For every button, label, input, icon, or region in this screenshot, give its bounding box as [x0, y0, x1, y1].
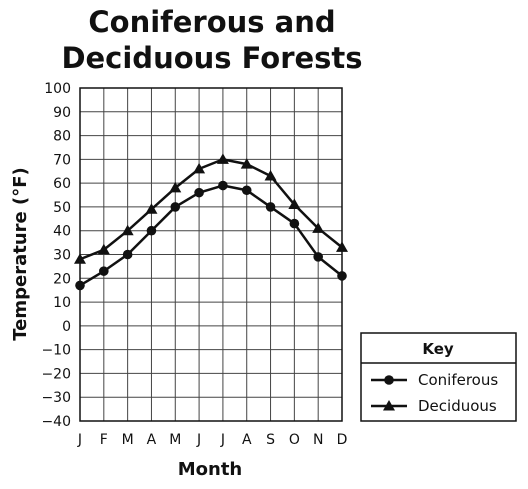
plot-grid: [79, 87, 343, 422]
chart-title-line-1: Coniferous and: [88, 5, 335, 39]
series-line-coniferous: [79, 184, 343, 287]
series-line-deciduous: [79, 158, 343, 261]
data-point-deciduous: [216, 153, 229, 164]
x-tick-label: J: [77, 432, 82, 448]
chart-title-line-2: Deciduous Forests: [61, 41, 362, 75]
data-point-deciduous: [97, 243, 110, 255]
legend: Key Coniferous Deciduous: [360, 332, 517, 422]
data-point-deciduous: [288, 198, 301, 210]
series-coniferous: [75, 180, 347, 291]
y-tick-label: 30: [53, 248, 71, 264]
series-deciduous: [74, 153, 348, 264]
data-point-deciduous: [74, 253, 86, 264]
legend-coniferous-marker: [384, 375, 394, 385]
y-tick-label: 100: [44, 81, 71, 97]
data-point-coniferous: [265, 202, 276, 212]
data-point-deciduous: [145, 203, 158, 214]
data-point-coniferous: [99, 266, 109, 276]
y-tick-label: 90: [53, 105, 71, 121]
x-tick-label: M: [169, 432, 181, 448]
data-point-coniferous: [218, 180, 228, 191]
y-tick-label: −30: [41, 390, 71, 406]
y-axis-title: Temperature (°F): [10, 167, 31, 341]
series-layer: [74, 153, 348, 291]
data-point-coniferous: [75, 280, 85, 291]
y-tick-label: −40: [41, 414, 71, 430]
x-tick-label: D: [337, 432, 348, 448]
legend-title: Key: [422, 340, 454, 358]
legend-coniferous-label: Coniferous: [418, 371, 498, 389]
legend-deciduous-label: Deciduous: [418, 397, 497, 415]
x-tick-label: A: [147, 432, 157, 448]
data-point-deciduous: [336, 241, 348, 252]
x-tick-label: J: [196, 432, 201, 448]
y-tick-label: 10: [53, 295, 71, 311]
data-point-coniferous: [337, 271, 347, 281]
x-tick-label: M: [122, 432, 134, 448]
data-point-deciduous: [193, 162, 206, 174]
y-tick-label: 20: [53, 271, 71, 287]
y-tick-label: 0: [62, 319, 71, 335]
legend-deciduous-marker: [383, 400, 395, 411]
x-tick-label: N: [313, 432, 323, 448]
data-point-coniferous: [313, 252, 323, 262]
data-point-coniferous: [289, 218, 300, 229]
data-point-deciduous: [264, 170, 277, 181]
y-tick-label: −20: [41, 366, 71, 382]
data-point-deciduous: [169, 181, 182, 193]
y-tick-label: 50: [53, 200, 71, 216]
x-tick-label: J: [220, 432, 225, 448]
x-axis-title: Month: [178, 459, 243, 480]
data-point-coniferous: [122, 249, 133, 260]
data-point-deciduous: [312, 222, 325, 233]
y-tick-label: −10: [41, 343, 71, 359]
data-point-coniferous: [194, 187, 204, 198]
data-point-coniferous: [170, 202, 181, 212]
y-tick-label: 60: [53, 176, 71, 192]
data-point-coniferous: [146, 225, 157, 236]
y-tick-label: 70: [53, 152, 71, 168]
y-tick-label: 40: [53, 224, 71, 240]
data-point-deciduous: [121, 224, 134, 236]
data-point-coniferous: [241, 185, 252, 196]
y-tick-label: 80: [53, 129, 71, 145]
x-tick-label: S: [266, 432, 275, 448]
x-tick-label: F: [100, 432, 108, 448]
x-tick-label: O: [289, 432, 300, 448]
data-point-deciduous: [240, 158, 253, 169]
x-tick-label: A: [242, 432, 252, 448]
